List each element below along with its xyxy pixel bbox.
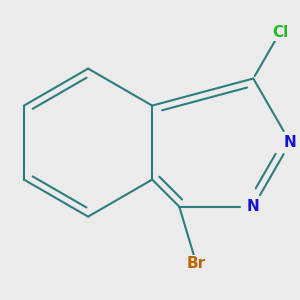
Text: N: N — [284, 135, 297, 150]
Text: Br: Br — [187, 256, 206, 271]
Text: N: N — [247, 199, 260, 214]
Text: Cl: Cl — [272, 25, 288, 40]
